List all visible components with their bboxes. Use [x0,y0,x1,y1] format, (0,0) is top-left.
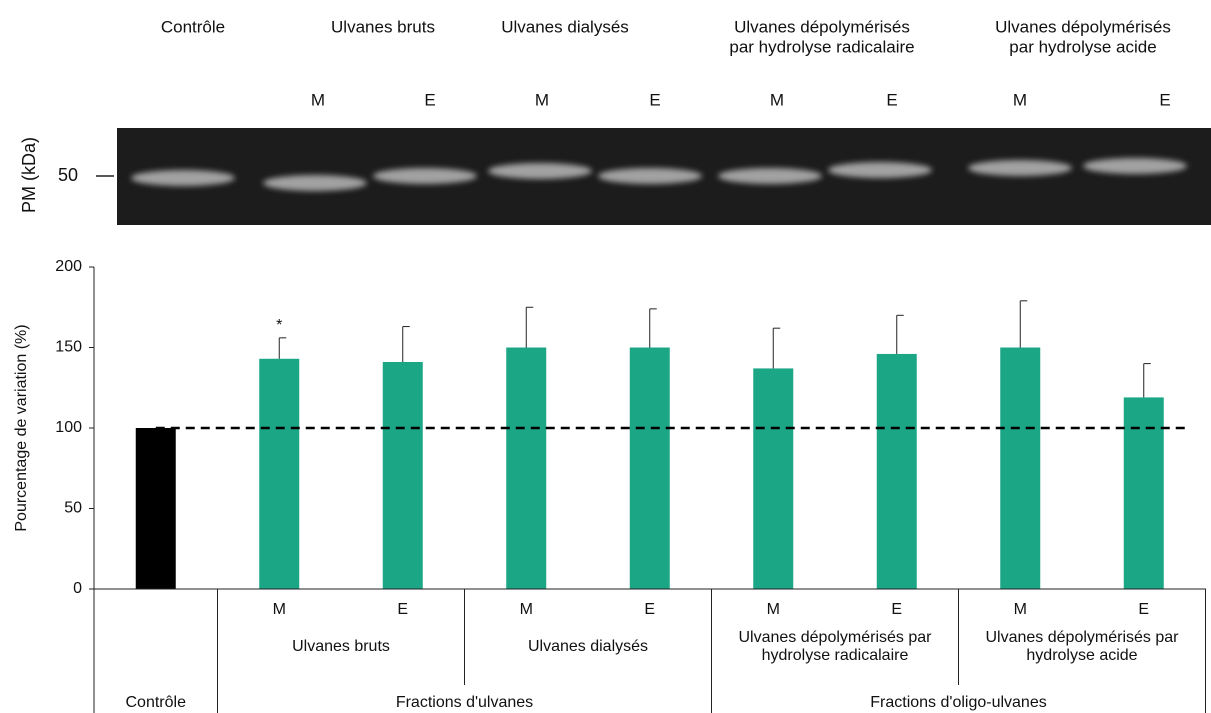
gel-lane-label: M [311,90,325,109]
gel-band [131,170,235,186]
group-label: Ulvanes dépolymérisés par [986,629,1180,646]
gel-band [968,160,1072,176]
gel-group-label: Ulvanes dépolymérisés [734,17,910,36]
gel-band [718,168,822,184]
gel-group-label: Ulvanes bruts [331,17,435,36]
gel-lane-label: M [1013,90,1027,109]
gel-marker: 50 [58,165,78,185]
group-label: hydrolyse radicalaire [762,647,909,664]
gel-lane-label: M [770,90,784,109]
bar [135,428,176,589]
gel-y-label: PM (kDa) [19,137,39,213]
gel-group-label: par hydrolyse acide [1009,37,1156,56]
group-label: Ulvanes dépolymérisés par [739,629,933,646]
gel-band [373,168,477,184]
gel-lane-label: E [649,90,660,109]
bar [506,347,547,589]
group-label: Ulvanes bruts [292,638,390,655]
bar [382,361,423,589]
gel-lane-label: E [424,90,435,109]
group-label: hydrolyse acide [1026,647,1137,664]
bar [1123,397,1164,589]
x-tick-label: E [397,601,408,618]
supergroup-label: Fractions d'oligo-ulvanes [870,694,1046,711]
gel-group-label: par hydrolyse radicalaire [729,37,914,56]
group-label: Ulvanes dialysés [528,638,648,655]
gel-group-label: Contrôle [161,17,225,36]
y-tick-label: 150 [55,339,82,356]
supergroup-label: Fractions d'ulvanes [396,694,533,711]
bar [259,358,300,589]
bar [1000,347,1041,589]
gel-band [598,168,702,184]
gel-band [263,175,367,191]
gel-band [828,162,932,178]
supergroup-label: Contrôle [126,694,187,711]
gel-band [488,163,592,179]
y-tick-label: 200 [55,258,82,275]
y-tick-label: 50 [64,500,82,517]
gel-group-label: Ulvanes dépolymérisés [995,17,1171,36]
y-tick-label: 0 [73,580,82,597]
gel-lane-label: E [886,90,897,109]
gel-lane-label: M [535,90,549,109]
bar [753,368,794,589]
y-axis-label: Pourcentage de variation (%) [13,324,30,531]
bar [876,353,917,589]
x-tick-label: M [520,601,533,618]
annotation: * [276,317,282,334]
x-tick-label: M [767,601,780,618]
y-tick-label: 100 [55,419,82,436]
x-tick-label: E [644,601,655,618]
x-tick-label: E [891,601,902,618]
x-tick-label: E [1138,601,1149,618]
x-tick-label: M [1014,601,1027,618]
gel-lane-label: E [1159,90,1170,109]
gel-band [1083,158,1187,174]
gel-group-label: Ulvanes dialysés [501,17,629,36]
bar [629,347,670,589]
x-tick-label: M [273,601,286,618]
